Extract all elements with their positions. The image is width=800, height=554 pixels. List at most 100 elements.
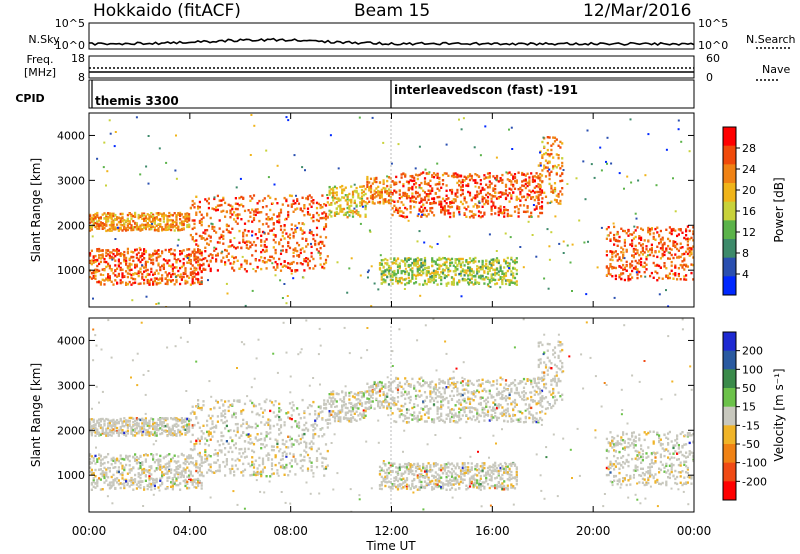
power-cell bbox=[135, 253, 138, 256]
velocity-cell bbox=[161, 423, 164, 426]
power-speckle bbox=[239, 177, 242, 180]
power-cell bbox=[477, 270, 481, 273]
power-cell bbox=[463, 212, 466, 215]
velocity-cell bbox=[105, 429, 108, 432]
power-cell bbox=[112, 214, 115, 218]
power-cell bbox=[121, 212, 124, 216]
velocity-cell bbox=[161, 432, 164, 435]
power-cell bbox=[438, 182, 441, 186]
power-cell bbox=[281, 231, 284, 234]
power-cell bbox=[326, 201, 329, 204]
power-cell bbox=[553, 186, 557, 190]
power-speckle bbox=[478, 200, 481, 203]
power-cell bbox=[341, 191, 344, 195]
power-cell bbox=[555, 199, 558, 202]
velocity-cell bbox=[94, 462, 97, 465]
power-speckle bbox=[145, 165, 148, 168]
power-cell bbox=[274, 235, 277, 238]
power-cell bbox=[510, 256, 513, 260]
velocity-cell bbox=[197, 483, 200, 486]
power-cell bbox=[162, 258, 165, 261]
power-cell bbox=[452, 213, 455, 217]
velocity-cell bbox=[112, 432, 115, 435]
velocity-cell bbox=[152, 458, 155, 461]
velocity-cell bbox=[132, 421, 135, 424]
power-cell bbox=[431, 175, 434, 178]
power-cell bbox=[416, 177, 419, 181]
power-cell bbox=[348, 199, 351, 202]
power-cell bbox=[479, 211, 482, 214]
velocity-cell bbox=[191, 424, 194, 427]
power-cell bbox=[333, 214, 337, 217]
power-cell bbox=[476, 268, 479, 271]
power-cell bbox=[362, 185, 365, 188]
power-cell bbox=[99, 273, 102, 276]
power-cell bbox=[119, 212, 122, 216]
power-cell bbox=[211, 227, 214, 230]
power-cell bbox=[461, 279, 464, 282]
power-cell bbox=[386, 192, 389, 195]
power-cell bbox=[166, 218, 169, 222]
power-cell bbox=[170, 225, 173, 228]
velocity-cell bbox=[150, 453, 153, 456]
power-cell bbox=[157, 262, 160, 265]
velocity-cell bbox=[123, 420, 126, 423]
power-speckle bbox=[566, 244, 569, 247]
power-cell bbox=[337, 212, 340, 215]
power-cell bbox=[168, 250, 171, 253]
power-cell bbox=[107, 220, 110, 223]
power-cell bbox=[643, 239, 646, 242]
power-cell bbox=[294, 269, 297, 272]
velocity-cell bbox=[126, 426, 129, 429]
velocity-cell bbox=[112, 473, 115, 477]
velocity-cell bbox=[209, 465, 212, 469]
power-cell bbox=[279, 208, 283, 211]
power-cell bbox=[171, 279, 174, 282]
power-speckle bbox=[207, 279, 209, 282]
power-cell bbox=[450, 261, 454, 264]
power-cell bbox=[494, 268, 497, 272]
power-cell bbox=[497, 278, 500, 281]
power-speckle bbox=[129, 266, 131, 269]
power-cell bbox=[407, 273, 410, 277]
power-cell bbox=[506, 172, 509, 175]
power-cell bbox=[418, 268, 421, 272]
power-cell bbox=[483, 188, 486, 191]
velocity-cell bbox=[252, 450, 256, 454]
power-cell bbox=[137, 274, 140, 278]
velocity-cell bbox=[209, 417, 212, 420]
power-cell bbox=[288, 233, 292, 236]
power-cell bbox=[638, 242, 641, 245]
power-cell bbox=[261, 199, 265, 202]
velocity-cell bbox=[126, 429, 129, 432]
power-cell bbox=[155, 217, 158, 220]
power-cell bbox=[126, 228, 129, 232]
power-cell bbox=[454, 198, 457, 201]
power-speckle bbox=[373, 282, 376, 285]
power-cell bbox=[143, 214, 146, 217]
velocity-cell bbox=[263, 439, 266, 442]
power-cell bbox=[202, 257, 205, 261]
power-cell bbox=[665, 228, 668, 231]
velocity-cell bbox=[188, 474, 191, 477]
power-cell bbox=[541, 169, 544, 172]
power-speckle bbox=[583, 241, 586, 244]
power-cell bbox=[375, 191, 378, 194]
velocity-cell bbox=[261, 457, 265, 460]
power-cell bbox=[611, 267, 614, 270]
power-cell bbox=[175, 214, 178, 217]
power-cell bbox=[629, 262, 632, 266]
power-cell bbox=[98, 219, 101, 222]
power-cell bbox=[513, 276, 517, 280]
power-cell bbox=[89, 229, 92, 232]
power-cell bbox=[508, 264, 511, 268]
power-cell bbox=[380, 282, 383, 285]
power-cell bbox=[550, 170, 553, 173]
power-cell bbox=[222, 230, 225, 233]
velocity-cell bbox=[186, 487, 189, 490]
velocity-cell bbox=[189, 461, 192, 464]
velocity-cell bbox=[186, 426, 189, 429]
power-speckle bbox=[633, 225, 636, 228]
power-cell bbox=[539, 185, 542, 188]
power-cell bbox=[366, 202, 369, 205]
